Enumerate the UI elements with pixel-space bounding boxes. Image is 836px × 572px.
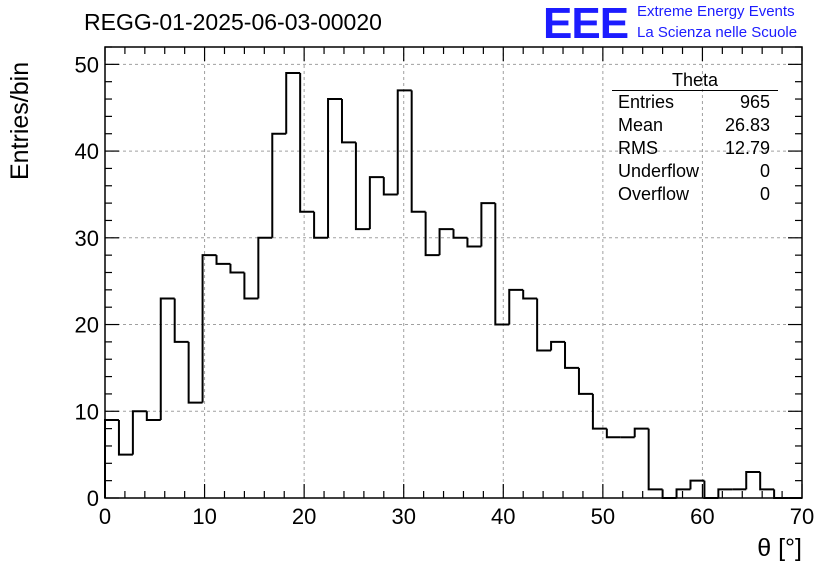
histogram-bin	[508, 288, 524, 325]
y-tick-label: 10	[75, 399, 99, 424]
histogram-bin	[271, 132, 287, 238]
y-tick-label: 0	[87, 486, 99, 511]
stats-box-name: Theta	[612, 70, 778, 91]
histogram-bin	[327, 98, 342, 238]
y-tick-label: 30	[75, 226, 99, 251]
histogram-bin	[243, 272, 259, 300]
eee-logo: EEE	[543, 0, 629, 48]
histogram-bin	[550, 340, 566, 351]
y-tick-label: 50	[75, 52, 99, 77]
histogram-bin	[201, 254, 217, 403]
y-tick-label: 20	[75, 313, 99, 338]
stats-row-overflow: Overflow 0	[612, 183, 778, 206]
histogram-bin	[340, 99, 356, 144]
histogram-bin	[117, 419, 133, 456]
histogram-bin	[536, 298, 552, 352]
stats-row-underflow: Underflow 0	[612, 160, 778, 183]
histogram-bin	[368, 176, 384, 230]
histogram-bin	[313, 211, 329, 239]
logo-line-1: Extreme Energy Events	[637, 3, 795, 20]
y-axis-label: Entries/bin	[6, 61, 34, 180]
histogram-bin	[257, 236, 273, 299]
histogram-bin	[285, 72, 301, 134]
histogram-bin	[466, 237, 482, 248]
histogram-bin	[661, 489, 677, 499]
stats-label: RMS	[618, 138, 658, 158]
histogram-bin	[480, 202, 496, 247]
x-tick-label: 30	[391, 504, 415, 529]
histogram-bin	[299, 73, 315, 213]
x-tick-label: 60	[690, 504, 714, 529]
histogram-bin	[689, 479, 705, 490]
histogram-bin	[396, 89, 412, 195]
histogram-bin	[745, 470, 761, 490]
histogram-bin	[145, 411, 161, 421]
histogram-bin	[173, 298, 189, 343]
histogram-bin	[577, 367, 593, 395]
histogram-bin	[703, 480, 719, 499]
x-tick-label: 10	[192, 504, 216, 529]
stats-label: Overflow	[618, 184, 690, 204]
histogram-bin	[605, 428, 621, 439]
histogram-bin	[564, 341, 579, 369]
histogram-bin	[215, 255, 231, 265]
histogram-bin	[522, 289, 538, 300]
histogram-bin	[647, 428, 663, 491]
histogram-bin	[229, 263, 245, 274]
histogram-bin	[633, 427, 649, 438]
stats-label: Underflow	[618, 161, 700, 181]
stats-value: 26.83	[724, 115, 770, 135]
stats-row-entries: Entries 965	[612, 91, 778, 114]
x-tick-label: 50	[591, 504, 615, 529]
stats-row-mean: Mean 26.83	[612, 114, 778, 137]
stats-value: 0	[759, 184, 770, 204]
x-tick-label: 20	[292, 504, 316, 529]
stats-box: Theta Entries 965 Mean 26.83 RMS 12.79 U…	[612, 70, 778, 206]
histogram-bin	[424, 211, 440, 257]
histogram-bin	[410, 90, 426, 213]
x-axis-label: θ [°]	[757, 534, 802, 562]
histogram-bin	[759, 471, 775, 491]
histogram-bin	[187, 341, 203, 404]
histogram-bin	[382, 177, 398, 196]
x-tick-label: 0	[99, 504, 111, 529]
histogram-bin	[717, 488, 733, 498]
histogram-bin	[591, 393, 607, 430]
histogram-bin	[452, 229, 468, 239]
histogram-bin	[159, 297, 175, 420]
stats-row-rms: RMS 12.79	[612, 137, 778, 160]
histogram-bin	[494, 203, 510, 326]
x-tick-label: 40	[491, 504, 515, 529]
histogram-bin	[104, 418, 119, 498]
stats-value: 0	[759, 161, 770, 181]
y-tick-label: 40	[75, 139, 99, 164]
logo-line-2: La Scienza nelle Scuole	[637, 24, 798, 41]
histogram-bin	[131, 410, 147, 455]
x-tick-label: 70	[790, 504, 814, 529]
histogram-bin	[773, 489, 789, 499]
chart-title: REGG-01-2025-06-03-00020	[84, 9, 382, 35]
stats-label: Mean	[618, 115, 664, 135]
stats-value: 965	[739, 92, 770, 112]
stats-value: 12.79	[724, 138, 770, 158]
histogram-bin	[438, 228, 454, 256]
stats-label: Entries	[618, 92, 675, 112]
histogram-bin	[354, 142, 370, 231]
histogram-bin	[675, 488, 691, 498]
